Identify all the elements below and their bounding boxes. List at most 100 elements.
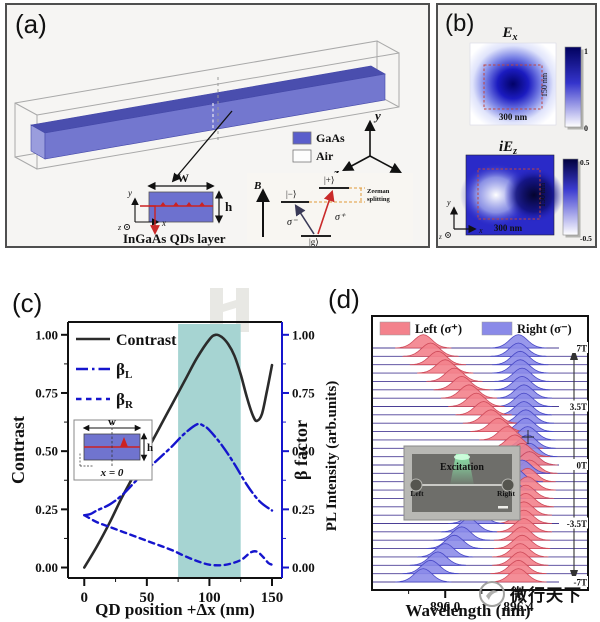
c-ytick-label-left: 0.25 xyxy=(35,502,58,517)
ex-colorbar: 1 0 xyxy=(564,46,588,133)
panel-a-waveguide-schematic: (a) GaAs xyxy=(5,3,430,248)
series-βL xyxy=(83,422,274,517)
zeeman-label-2: splitting xyxy=(367,196,391,203)
right-coupler xyxy=(501,478,515,492)
air-swatch xyxy=(292,149,312,163)
contrast-plot-svg: (c) 1.00 1.00 0.75 0.75 0.50 0.50 0.25 0.25 0.00… xyxy=(8,288,315,619)
d-peak-blue xyxy=(395,568,452,583)
ex-field-map: 300 nm 150 nm xyxy=(469,42,557,126)
sigma-minus-label: σ⁻ xyxy=(287,217,298,228)
field-label: -7T xyxy=(574,578,588,588)
field-label-bg xyxy=(559,576,588,587)
field-label-bg xyxy=(559,459,588,470)
gaas-swatch xyxy=(292,131,312,145)
zeeman-label-1: Zeeman xyxy=(367,188,390,195)
gaas-waveguide-bar xyxy=(30,65,386,160)
height-label: h xyxy=(225,199,233,214)
z-axis-dot-center xyxy=(447,234,449,236)
b-field-label: B xyxy=(253,180,261,192)
d-peak-blue xyxy=(417,543,474,558)
panel-c-label: (c) xyxy=(12,288,42,318)
plus-level-label: |+⟩ xyxy=(324,175,334,185)
d-inset-sem: Excitation Left Right xyxy=(403,430,534,521)
c-plot-frame xyxy=(67,321,283,579)
iez-width-label: 300 nm xyxy=(494,223,523,233)
inset-x-label: x xyxy=(161,218,166,228)
d-peak-blue xyxy=(433,526,490,541)
iez-map-title: iEz xyxy=(499,139,517,157)
shaded-band xyxy=(178,324,241,577)
sigma-plus-arrow xyxy=(317,189,335,235)
d-legend: Left (σ⁺) Right (σ⁻) xyxy=(379,321,572,336)
field-label: 3.5T xyxy=(570,402,587,412)
d-xlabel: Wavelength (nm) xyxy=(405,601,530,620)
d-peak-pink xyxy=(492,551,549,566)
ground-level-label: |g⟩ xyxy=(309,237,319,246)
qd-layer-caption: InGaAs QDs layer xyxy=(123,231,226,246)
zeeman-split-dashes xyxy=(309,187,365,203)
d-peak-blue xyxy=(495,384,553,399)
sigma-minus-arrow xyxy=(294,204,315,235)
excitation-label: Excitation xyxy=(440,462,484,473)
d-plot-frame xyxy=(371,315,589,591)
panel-c-contrast-beta-plot: (c) 1.00 1.00 0.75 0.75 0.50 0.50 0.25 0.25 0.00… xyxy=(4,282,316,622)
d-peak-blue xyxy=(409,551,467,566)
c-inset-h-label: h xyxy=(147,442,153,454)
watermark-svg: 微行天下 xyxy=(479,581,582,607)
c-xtick-label: 100 xyxy=(198,590,221,606)
qd-layer-pointer xyxy=(140,205,160,235)
iez-colorbar: 0.5 -0.5 xyxy=(562,158,592,243)
width-label: W xyxy=(177,171,189,185)
left-coupler xyxy=(409,478,423,492)
d-peak-pink xyxy=(433,375,490,391)
legend-label-beta-r: βR xyxy=(116,390,134,411)
watermark-logo-icon xyxy=(479,581,505,607)
d-peak-pink xyxy=(426,367,483,382)
c-ytick-label-right: 0.75 xyxy=(292,385,315,400)
air-label: Air xyxy=(316,149,334,163)
field-maps-svg: (b) Ex 300 nm 150 nm 1 0 iEz xyxy=(438,10,592,243)
excitation-beam xyxy=(450,454,474,485)
field-label-bg xyxy=(559,517,588,529)
d-peak-blue xyxy=(495,401,553,416)
iez-height-label: 150 nm xyxy=(538,182,547,207)
d-legend-swatch-left xyxy=(379,321,411,336)
d-peak-pink xyxy=(409,350,467,366)
ex-height-label: 150 nm xyxy=(540,72,549,97)
d-legend-swatch-right xyxy=(481,321,513,336)
series-Contrast xyxy=(83,333,274,569)
legend-label-beta-l: βL xyxy=(116,360,132,381)
xyz-axes xyxy=(342,119,402,174)
waveguide-outline-dashed xyxy=(477,168,541,220)
d-peak-blue xyxy=(493,375,551,391)
z-axis-label: z xyxy=(333,165,340,180)
inset-right-label: Right xyxy=(497,489,515,498)
minus-level-label: |−⟩ xyxy=(286,189,296,199)
c-ytick-label-right: 1.00 xyxy=(292,327,315,342)
d-xtick-label: 896.0 xyxy=(430,599,461,614)
d-peak-pink xyxy=(492,543,549,558)
d-peak-pink xyxy=(440,384,498,399)
scale-bar xyxy=(498,506,508,509)
panel-b-field-maps: (b) Ex 300 nm 150 nm 1 0 iEz xyxy=(436,3,597,248)
d-peak-pink xyxy=(493,526,551,541)
c-ylabel-right: β factor xyxy=(291,420,311,480)
d-peak-blue xyxy=(493,367,551,382)
legend-label-contrast: Contrast xyxy=(116,332,177,349)
watermark-logo-bird xyxy=(486,590,498,600)
pl-spectra-svg: (d) Excitation Left Right xyxy=(324,284,589,620)
cross-section-inset: W h y x z InGaAs QDs layer xyxy=(117,171,233,246)
d-peak-pink xyxy=(395,334,452,349)
field-label-bg xyxy=(559,400,588,412)
c-ytick-label-right: 0.00 xyxy=(292,560,315,575)
inset-z-label: z xyxy=(117,223,122,232)
c-inset-x0-label: x = 0 xyxy=(100,467,124,479)
c-xtick-label: 50 xyxy=(139,590,154,606)
field-label-bg xyxy=(559,342,588,353)
d-peak-pink xyxy=(493,534,551,549)
watermark-text: 微行天下 xyxy=(509,585,582,605)
c-ytick-label-right: 0.25 xyxy=(292,502,315,517)
panel-b-label: (b) xyxy=(445,10,474,37)
d-peak-blue xyxy=(490,342,547,357)
